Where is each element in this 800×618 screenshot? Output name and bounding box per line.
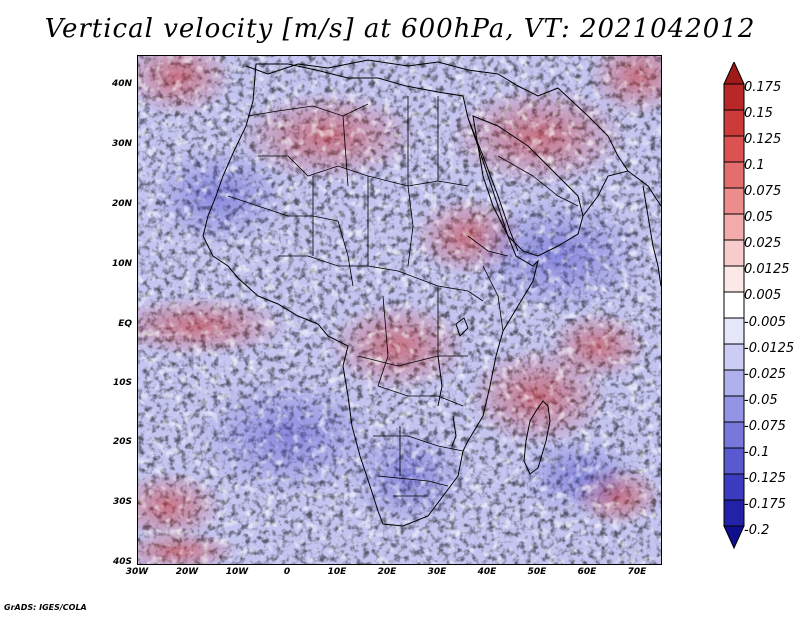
colorbar-swatch bbox=[723, 135, 745, 163]
map-plot-area bbox=[137, 55, 662, 565]
colorbar-swatch bbox=[723, 317, 745, 345]
colorbar-label: -0.005 bbox=[744, 315, 786, 330]
lon-label-10w: 10W bbox=[225, 567, 249, 577]
lon-label-40e: 40E bbox=[477, 567, 497, 577]
colorbar-label: -0.125 bbox=[744, 471, 786, 486]
colorbar-label: -0.0125 bbox=[744, 341, 795, 356]
colorbar-label: 0.05 bbox=[744, 210, 773, 225]
colorbar bbox=[723, 62, 745, 550]
lon-label-20w: 20W bbox=[175, 567, 199, 577]
colorbar-label: -0.05 bbox=[744, 393, 778, 408]
colorbar-swatch bbox=[723, 109, 745, 137]
colorbar-label: -0.175 bbox=[744, 497, 786, 512]
lat-label-10n: 10N bbox=[111, 259, 132, 269]
colorbar-swatch bbox=[723, 83, 745, 111]
colorbar-swatch bbox=[723, 265, 745, 293]
colorbar-swatch bbox=[723, 187, 745, 215]
colorbar-bottom-arrow bbox=[723, 525, 745, 550]
lat-label-40n: 40N bbox=[111, 79, 132, 89]
colorbar-label: 0.0125 bbox=[744, 262, 790, 277]
lon-label-30e: 30E bbox=[427, 567, 447, 577]
colorbar-swatch bbox=[723, 343, 745, 371]
lon-label-70e: 70E bbox=[627, 567, 647, 577]
colorbar-swatch bbox=[723, 473, 745, 501]
colorbar-label: -0.025 bbox=[744, 367, 786, 382]
colorbar-label: 0.1 bbox=[744, 158, 765, 173]
colorbar-swatch bbox=[723, 421, 745, 449]
lon-label-20e: 20E bbox=[377, 567, 397, 577]
coastlines bbox=[202, 59, 661, 527]
colorbar-label: 0.005 bbox=[744, 288, 782, 303]
colorbar-label: 0.175 bbox=[744, 80, 782, 95]
colorbar-label: 0.025 bbox=[744, 236, 782, 251]
lat-label-20n: 20N bbox=[111, 199, 132, 209]
colorbar-swatch bbox=[723, 291, 745, 319]
colorbar-label: 0.125 bbox=[744, 132, 782, 147]
lat-label-30s: 30S bbox=[112, 497, 132, 507]
grads-credit: GrADS: IGES/COLA bbox=[4, 603, 87, 612]
velocity-field bbox=[138, 56, 661, 564]
lat-label-eq: EQ bbox=[118, 319, 132, 329]
colorbar-swatch bbox=[723, 499, 745, 527]
colorbar-label: -0.1 bbox=[744, 445, 770, 460]
colorbar-swatch bbox=[723, 161, 745, 189]
colorbar-top-arrow bbox=[723, 62, 745, 85]
colorbar-label: -0.2 bbox=[744, 523, 770, 538]
lat-label-10s: 10S bbox=[112, 378, 132, 388]
lon-label-60e: 60E bbox=[577, 567, 597, 577]
map-title: Vertical velocity [m/s] at 600hPa, VT: 2… bbox=[44, 14, 756, 44]
colorbar-label: 0.15 bbox=[744, 106, 773, 121]
lon-label-10e: 10E bbox=[327, 567, 347, 577]
country-borders bbox=[227, 96, 579, 497]
colorbar-swatch bbox=[723, 395, 745, 423]
lon-label-50e: 50E bbox=[527, 567, 547, 577]
lon-label-30w: 30W bbox=[125, 567, 149, 577]
lat-label-40s: 40S bbox=[112, 557, 132, 567]
colorbar-swatch bbox=[723, 369, 745, 397]
lat-label-30n: 30N bbox=[111, 139, 132, 149]
lon-label-0: 0 bbox=[283, 567, 291, 577]
lat-label-20s: 20S bbox=[112, 437, 132, 447]
colorbar-swatch bbox=[723, 239, 745, 267]
colorbar-swatch bbox=[723, 447, 745, 475]
colorbar-label: 0.075 bbox=[744, 184, 782, 199]
colorbar-label: -0.075 bbox=[744, 419, 786, 434]
colorbar-swatch bbox=[723, 213, 745, 241]
